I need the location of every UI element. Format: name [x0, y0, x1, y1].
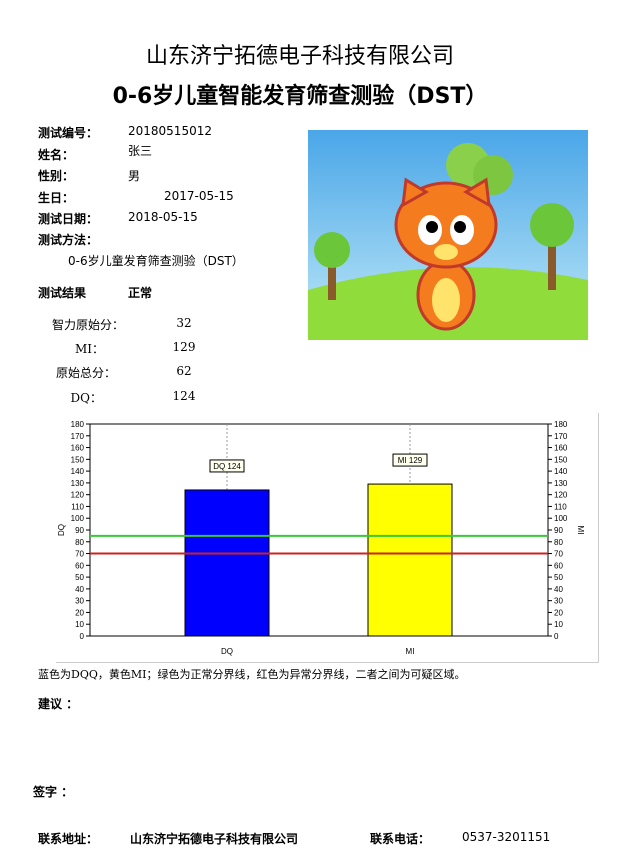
- bar-dq: [184, 489, 270, 637]
- test-no-value: 20180515012: [128, 124, 212, 138]
- y-tick-label-right: 140: [554, 467, 568, 476]
- y-tick-label: 130: [71, 479, 85, 488]
- phone-label: 联系电话：: [370, 832, 431, 846]
- y-tick-label-right: 20: [554, 608, 563, 617]
- x-tick-label: DQ: [221, 647, 233, 656]
- address-label: 联系地址：: [38, 832, 99, 846]
- y-tick-label-right: 10: [554, 620, 563, 629]
- score-label: 原始总分：: [55, 366, 116, 380]
- y-tick-label-right: 110: [554, 502, 567, 511]
- data-label: MI 129: [398, 456, 423, 465]
- y-tick-label-right: 40: [554, 585, 563, 594]
- y-tick-label-right: 90: [554, 526, 563, 535]
- y-axis-label: DQ: [57, 524, 66, 536]
- y-tick-label: 140: [71, 467, 85, 476]
- y-tick-label: 0: [80, 632, 85, 641]
- advice-label: 建议 ：: [38, 697, 79, 711]
- score-label: 智力原始分：: [52, 318, 125, 332]
- method-value: 0-6岁儿童发育筛查测验（DST）: [68, 254, 244, 268]
- y-tick-label: 30: [75, 597, 84, 606]
- y-tick-label-right: 120: [554, 491, 568, 500]
- name-value: 张三: [128, 144, 153, 158]
- plot-area: [89, 423, 549, 637]
- legend-note: 蓝色为DQQ，黄色MI；绿色为正常分界线，红色为异常分界线，二者之间为可疑区域。: [38, 668, 466, 681]
- y-tick-label-right: 130: [554, 479, 568, 488]
- report-title: 0-6岁儿童智能发育筛查测验（DST）: [112, 84, 488, 109]
- y-tick-label: 50: [75, 573, 84, 582]
- y-tick-label: 80: [75, 538, 84, 547]
- y-tick-label: 110: [71, 502, 84, 511]
- test-date-label: 测试日期：: [38, 212, 99, 226]
- y-tick-label-right: 70: [554, 550, 563, 559]
- score-value: 129: [172, 340, 196, 354]
- y-tick-label: 160: [71, 444, 85, 453]
- bar-chart: 0 0 10 10 20 20 30 30 40 40 50 50 60 60 70 70 80 80 90 90 10…: [57, 420, 585, 656]
- test-no-label: 测试编号：: [38, 126, 99, 140]
- y-tick-label-right: 30: [554, 597, 563, 606]
- gender-value: 男: [128, 169, 141, 183]
- y-tick-label: 120: [71, 491, 85, 500]
- y-tick-label: 100: [71, 514, 85, 523]
- y-tick-label-right: 80: [554, 538, 563, 547]
- y-tick-label: 150: [71, 455, 85, 464]
- y-tick-label-right: 60: [554, 561, 563, 570]
- score-value: 124: [172, 389, 196, 403]
- y-tick-label-right: 170: [554, 432, 568, 441]
- chart-frame: [56, 413, 599, 663]
- name-label: 姓名：: [38, 148, 75, 162]
- data-label-box: [209, 459, 245, 473]
- y-tick-label: 90: [75, 526, 84, 535]
- y-tick-label-right: 50: [554, 573, 563, 582]
- result-value: 正常: [128, 286, 153, 300]
- signature-label: 签字 ：: [33, 785, 74, 799]
- phone-value: 0537-3201151: [462, 830, 551, 844]
- test-date-value: 2018-05-15: [128, 210, 198, 224]
- data-label: DQ 124: [213, 462, 241, 471]
- birthday-value: 2017-05-15: [164, 189, 234, 203]
- y-tick-label-right: 150: [554, 455, 568, 464]
- score-value: 62: [176, 364, 192, 378]
- y-axis-label-right: MI: [576, 526, 585, 535]
- y-tick-label: 60: [75, 561, 84, 570]
- address-value: 山东济宁拓德电子科技有限公司: [130, 832, 299, 846]
- y-tick-label: 170: [71, 432, 85, 441]
- company-title: 山东济宁拓德电子科技有限公司: [145, 44, 454, 69]
- result-label: 测试结果: [38, 286, 87, 300]
- y-tick-label: 180: [71, 420, 85, 429]
- y-tick-label-right: 100: [554, 514, 568, 523]
- score-value: 32: [176, 316, 192, 330]
- cartoon-cat-image: [308, 130, 588, 340]
- x-tick-label: MI: [406, 647, 415, 656]
- bar-mi: [367, 483, 453, 637]
- y-tick-label: 10: [75, 620, 84, 629]
- score-label: DQ：: [70, 391, 102, 405]
- y-tick-label-right: 0: [554, 632, 559, 641]
- y-tick-label-right: 180: [554, 420, 568, 429]
- birthday-label: 生日：: [38, 191, 75, 205]
- gender-label: 性别：: [38, 169, 75, 183]
- score-label: MI：: [74, 342, 104, 356]
- y-tick-label: 40: [75, 585, 84, 594]
- method-label: 测试方法：: [38, 233, 99, 247]
- y-tick-label: 70: [75, 550, 84, 559]
- y-tick-label-right: 160: [554, 444, 568, 453]
- data-label-box: [392, 453, 428, 467]
- y-tick-label: 20: [75, 608, 84, 617]
